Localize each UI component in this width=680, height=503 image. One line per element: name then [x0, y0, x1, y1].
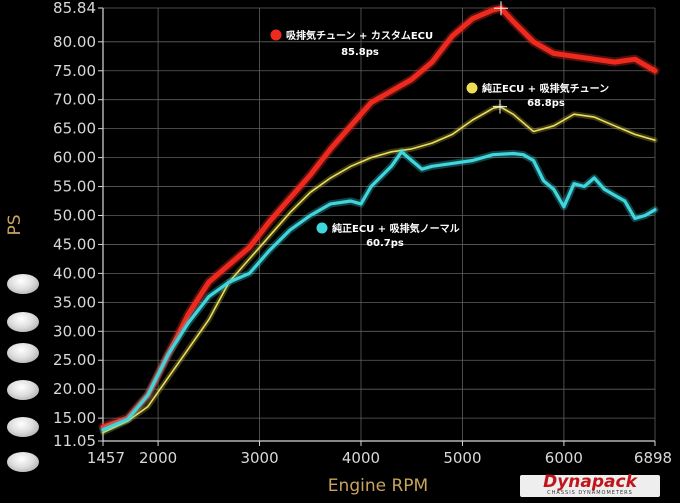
- legend-dot-1: [270, 29, 282, 41]
- y-tick-label: 15.00: [53, 409, 96, 427]
- x-tick-label: 6000: [545, 449, 583, 467]
- y-tick-label: 35.00: [53, 293, 96, 311]
- side-button-4[interactable]: [7, 380, 39, 400]
- y-tick-label: 65.00: [53, 120, 96, 138]
- y-axis-label: PS: [5, 214, 25, 235]
- y-tick-label: 80.00: [53, 33, 96, 51]
- y-tick-label: 25.00: [53, 351, 96, 369]
- series-line-2: [102, 105, 656, 434]
- y-tick-label: 11.05: [53, 432, 96, 450]
- series-name-label-3: 純正ECU + 吸排気ノーマル: [332, 222, 460, 235]
- y-tick-label: 20.00: [53, 380, 96, 398]
- y-tick-label: 60.00: [53, 149, 96, 167]
- series-annotations: 吸排気チューン + カスタムECU 85.8ps 純正ECU + 吸排気チューン 68…: [270, 29, 609, 249]
- x-tick-label: 2000: [139, 449, 177, 467]
- y-tick-label: 30.00: [53, 322, 96, 340]
- y-tick-label: 70.00: [53, 91, 96, 109]
- peak-value-label-1: 85.8ps: [341, 47, 379, 58]
- series-line-glow: [99, 148, 659, 434]
- side-button-3[interactable]: [7, 343, 39, 363]
- y-tick-label: 40.00: [53, 264, 96, 282]
- y-tick-label: 85.84: [53, 0, 96, 17]
- x-tick-label: 6898: [634, 449, 672, 467]
- series-name-label-2: 純正ECU + 吸排気チューン: [482, 82, 609, 95]
- x-tick-label: 1457: [87, 449, 125, 467]
- peak-value-label-3: 60.7ps: [366, 238, 404, 249]
- x-tick-label: 3000: [240, 449, 278, 467]
- peak-value-label-2: 68.8ps: [527, 98, 565, 109]
- y-tick-label: 75.00: [53, 62, 96, 80]
- x-tick-labels: 1457 2000 3000 4000 5000 6000 6898: [87, 449, 672, 467]
- x-axis-label: Engine RPM: [328, 476, 428, 496]
- series-lines: [98, 1, 660, 436]
- dynapack-logo: Dynapack CHASSIS DYNAMOMETERS: [520, 472, 660, 497]
- y-tick-label: 45.00: [53, 235, 96, 253]
- legend-dot-2: [466, 82, 478, 94]
- y-tick-label: 55.00: [53, 178, 96, 196]
- x-tick-label: 4000: [342, 449, 380, 467]
- side-button-2[interactable]: [7, 312, 39, 332]
- side-button-5[interactable]: [7, 417, 39, 437]
- legend-dot-3: [316, 222, 328, 234]
- y-tick-label: 50.00: [53, 206, 96, 224]
- side-button-1[interactable]: [7, 274, 39, 294]
- series-name-label-1: 吸排気チューン + カスタムECU: [286, 29, 433, 42]
- y-tick-labels: 85.84 80.00 75.00 70.00 65.00 60.00 55.00 50.00…: [53, 0, 96, 450]
- chart-axes: [98, 7, 656, 446]
- side-button-6[interactable]: [7, 452, 39, 472]
- series-line-1: [100, 5, 658, 430]
- x-tick-label: 5000: [443, 449, 481, 467]
- series-line-3: [101, 150, 657, 432]
